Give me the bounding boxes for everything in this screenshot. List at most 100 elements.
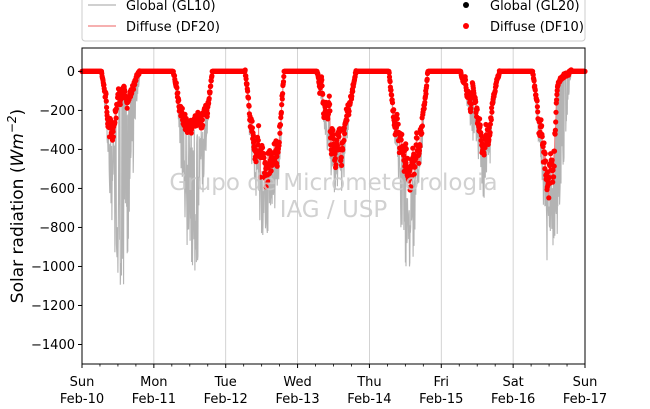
diffuse-df10-point [124, 105, 130, 111]
legend: Global (GL10) Diffuse (DF20) Global (GL20)… [81, 0, 586, 42]
y-tick-label: −1200 [31, 299, 75, 314]
diffuse-df10-point [243, 76, 249, 82]
diffuse-df10-point [538, 117, 544, 123]
diffuse-df10-point [280, 79, 287, 85]
diffuse-df10-point [414, 130, 420, 136]
diffuse-df10-point [492, 88, 498, 94]
diffuse-df10-point [319, 77, 325, 83]
diffuse-df10-point [546, 174, 552, 180]
diffuse-df10-point [274, 163, 280, 169]
diffuse-df10-point [541, 140, 547, 146]
series-diffuse-df10 [79, 67, 588, 201]
diffuse-df10-point [320, 91, 326, 97]
diffuse-df10-point [487, 130, 493, 136]
diffuse-df10-point [179, 105, 185, 112]
diffuse-df10-point [278, 109, 284, 115]
x-tick-date: Feb-14 [347, 392, 391, 407]
diffuse-df10-point [401, 152, 407, 158]
diffuse-df10-point [477, 116, 483, 122]
y-axis-label: Solar radiation (Wm−2) [5, 109, 28, 303]
diffuse-df10-point [554, 97, 560, 103]
diffuse-df10-point [417, 143, 423, 149]
diffuse-df10-point [542, 158, 549, 164]
diffuse-df10-point [389, 100, 396, 106]
x-tick-day: Tue [214, 375, 237, 390]
diffuse-df10-point [416, 160, 422, 166]
diffuse-df10-point [346, 108, 352, 114]
diffuse-df10-point [176, 97, 182, 103]
diffuse-df10-point [414, 135, 420, 141]
diffuse-df10-point [242, 67, 248, 73]
legend-label: Global (GL20) [490, 0, 580, 14]
diffuse-df10-point [386, 70, 392, 76]
diffuse-df10-point [209, 73, 215, 79]
diffuse-df10-point [408, 184, 414, 190]
diffuse-df10-point [534, 98, 540, 104]
y-tick-label: −1400 [31, 338, 75, 353]
diffuse-df10-point [122, 89, 128, 95]
diffuse-df10-point [113, 106, 119, 112]
diffuse-df10-point [410, 145, 416, 151]
diffuse-df10-point [326, 93, 332, 99]
diffuse-df10-point [325, 116, 331, 122]
diffuse-df10-point [395, 121, 401, 127]
diffuse-df10-point [112, 119, 118, 126]
diffuse-df10-point [336, 134, 342, 140]
diffuse-df10-point [394, 116, 400, 122]
diffuse-df10-point [280, 91, 286, 97]
diffuse-df10-point [539, 123, 545, 129]
legend-box [81, 0, 586, 42]
axes: 0 −200 −400 −600 −800 −1000 −1200 −1400 Sun Feb-1… [5, 47, 607, 407]
diffuse-df10-point [104, 104, 110, 111]
x-tick-date: Feb-12 [204, 392, 248, 407]
x-tick-day: Fri [434, 375, 450, 390]
x-tick-day: Thu [356, 375, 381, 390]
diffuse-df10-point [486, 137, 492, 143]
diffuse-df10-point [551, 148, 558, 154]
legend-swatch [463, 2, 469, 8]
legend-entry: Global (GL20) [463, 0, 580, 14]
diffuse-df10-point [344, 117, 350, 123]
diffuse-df10-point [551, 174, 557, 180]
diffuse-df10-point [327, 108, 333, 114]
diffuse-df10-point [551, 163, 557, 169]
y-tick-label: −200 [39, 104, 75, 119]
diffuse-df10-point [552, 131, 558, 137]
diffuse-df10-point [550, 179, 556, 185]
diffuse-df10-point [207, 89, 213, 95]
diffuse-df10-point [388, 87, 394, 93]
diffuse-df10-point [277, 122, 284, 128]
diffuse-df10-point [330, 127, 336, 133]
diffuse-df10-point [474, 106, 480, 113]
diffuse-df10-point [256, 123, 262, 129]
diffuse-df10-point [259, 145, 266, 151]
diffuse-df10-point [332, 151, 338, 157]
diffuse-df10-point [422, 99, 428, 105]
diffuse-df10-point [279, 96, 285, 102]
diffuse-df10-point [401, 168, 407, 174]
diffuse-df10-point [411, 171, 417, 177]
diffuse-df10-point [399, 131, 405, 137]
diffuse-df10-point [257, 174, 263, 180]
diffuse-df10-point [206, 95, 212, 102]
diffuse-df10-point [265, 178, 271, 184]
diffuse-df10-point [534, 104, 541, 110]
diffuse-df10-point [330, 131, 336, 137]
legend-entry: Global (GL10) [88, 0, 216, 14]
diffuse-df10-point [542, 151, 548, 157]
diffuse-df10-point [531, 78, 537, 84]
diffuse-df10-point [200, 122, 206, 128]
x-tick-day: Sun [70, 375, 95, 390]
diffuse-df10-point [208, 83, 214, 89]
diffuse-df10-point [245, 88, 251, 94]
diffuse-df10-point [268, 168, 274, 174]
x-tick-date: Feb-17 [563, 392, 607, 407]
diffuse-df10-point [246, 103, 252, 109]
diffuse-df10-point [245, 95, 252, 101]
diffuse-df10-point [416, 148, 422, 154]
diffuse-df10-point [175, 90, 181, 96]
x-tick-date: Feb-10 [60, 392, 104, 407]
diffuse-df10-point [481, 152, 487, 158]
diffuse-df10-point [473, 99, 479, 105]
diffuse-df10-point [244, 81, 250, 87]
